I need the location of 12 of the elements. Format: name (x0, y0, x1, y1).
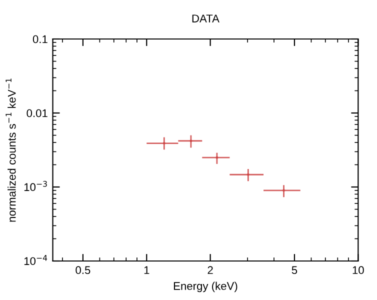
y-tick-label: 10$^{−3}$ (24, 180, 47, 192)
x-axis-title: Energy (keV) (174, 282, 238, 292)
chart-title: DATA (192, 14, 220, 22)
x-tick-label: 10 (352, 266, 364, 274)
y-tick-label: 0.01 (26, 109, 48, 118)
x-tick-label: 5 (292, 266, 298, 274)
y-axis-title: normalized counts s$^{−1}$ keV$^{−1}$ (6, 78, 16, 222)
y-tick-label: 10$^{−4}$ (24, 255, 48, 266)
x-tick-label: 2 (208, 266, 213, 274)
y-tick-label: 0.1 (32, 35, 48, 44)
x-tick-label: 1 (144, 266, 150, 274)
x-tick-label: 0.5 (76, 266, 90, 274)
